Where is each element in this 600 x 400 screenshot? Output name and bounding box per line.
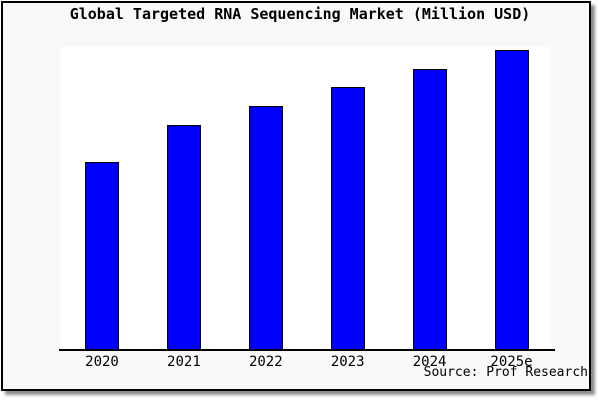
bar-2025e (494, 50, 529, 350)
plot-area (60, 47, 551, 350)
source-note: Source: Prof Research (423, 365, 588, 380)
bar-2023 (330, 87, 365, 350)
bar-2021 (166, 125, 201, 350)
x-tick-label-2025e: 2025e (490, 354, 533, 370)
x-tick-label-2020: 2020 (85, 354, 119, 370)
x-tick-label-2024: 2024 (412, 354, 447, 370)
bar-2024 (412, 69, 447, 350)
bar-2020 (85, 162, 119, 350)
bar-2022 (248, 106, 283, 350)
x-tick-label-2022: 2022 (248, 354, 283, 370)
x-tick-label-2023: 2023 (330, 354, 365, 370)
chart-title: Global Targeted RNA Sequencing Market (M… (69, 5, 531, 23)
x-axis-line (59, 349, 555, 351)
x-tick-label-2021: 2021 (167, 354, 201, 370)
